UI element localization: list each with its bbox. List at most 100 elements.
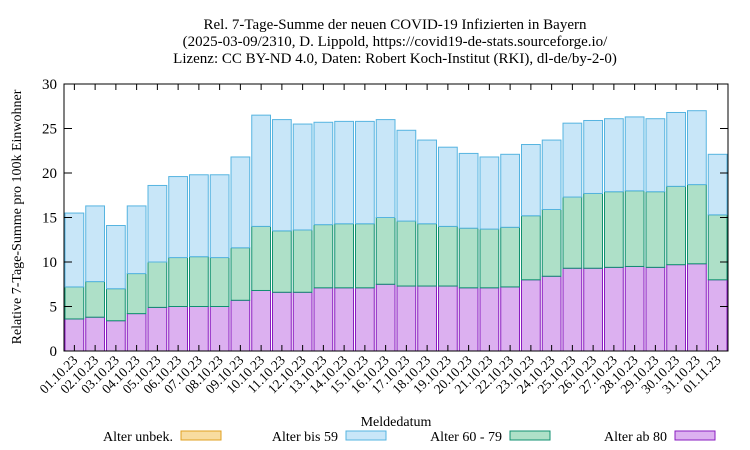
bar-segment: [375, 283, 396, 352]
bar-segment: [85, 205, 105, 283]
bar-segment: [85, 281, 105, 318]
bar-segment: [189, 174, 209, 258]
bar-segment: [541, 275, 562, 352]
bar-segment: [272, 291, 292, 352]
legend-label: Alter ab 80: [604, 430, 667, 445]
title-line-3: Lizenz: CC BY-ND 4.0, Daten: Robert Koch…: [173, 51, 617, 67]
legend-label: Alter 60 - 79: [430, 430, 502, 445]
title-line-1: Rel. 7-Tage-Summe der neuen COVID-19 Inf…: [204, 17, 587, 33]
y-axis-label: Relative 7-Tage-Summe pro 100k Einwohner: [10, 89, 25, 344]
bar-segment: [355, 120, 375, 225]
bar-segment: [417, 285, 437, 352]
bar-segment: [64, 286, 85, 320]
bar-segment: [521, 279, 541, 352]
bar-segment: [541, 139, 562, 210]
legend-label: Alter bis 59: [272, 430, 338, 445]
bar-segment: [624, 116, 645, 192]
bar-segment: [624, 265, 645, 352]
bar-segment: [313, 121, 334, 226]
bar-segment: [334, 120, 354, 225]
bar-segment: [396, 285, 417, 352]
bar-segment: [251, 225, 271, 291]
bar-segment: [334, 223, 354, 289]
bar-segment: [147, 261, 168, 308]
bar-segment: [375, 119, 396, 218]
y-tick-label: 0: [50, 344, 58, 360]
bar-segment: [147, 306, 168, 352]
bar-segment: [458, 152, 479, 229]
bar-segment: [189, 306, 209, 352]
y-tick-label: 5: [50, 300, 58, 316]
bar-segment: [583, 192, 603, 269]
bar-segment: [417, 139, 437, 225]
bar-segment: [458, 227, 479, 289]
bar-segment: [666, 264, 686, 352]
bar-segment: [438, 146, 458, 227]
bar-segment: [189, 256, 209, 308]
bar-segment: [500, 226, 520, 288]
bar-segment: [707, 214, 728, 281]
legend-swatch: [180, 430, 222, 441]
x-axis-label: Meldedatum: [361, 415, 432, 430]
bar-segment: [707, 153, 728, 216]
bar-segment: [417, 223, 437, 287]
bar-segment: [292, 291, 313, 352]
bar-segment: [438, 285, 458, 352]
bar-segment: [251, 114, 271, 227]
bar-segment: [479, 287, 500, 352]
bar-segment: [396, 220, 417, 287]
y-tick-label: 20: [42, 166, 57, 182]
bar-segment: [168, 306, 188, 352]
bar-segment: [168, 257, 188, 307]
bar-segment: [707, 279, 728, 352]
y-axis: 0 5 10 15 20 25 30: [42, 77, 728, 360]
bar-segment: [479, 228, 500, 289]
bar-segment: [396, 129, 417, 222]
bar-segment: [64, 212, 85, 288]
bar-segment: [272, 230, 292, 293]
bar-segment: [458, 287, 479, 352]
legend-swatch: [345, 430, 387, 441]
bar-segment: [438, 225, 458, 287]
y-tick-label: 10: [42, 255, 57, 271]
chart-title: Rel. 7-Tage-Summe der neuen COVID-19 Inf…: [173, 17, 617, 67]
bar-segment: [645, 191, 666, 268]
bar-segment: [251, 289, 271, 352]
bar-segment: [500, 286, 520, 352]
bar-segment: [313, 224, 334, 289]
bar-segment: [604, 191, 624, 268]
bar-segment: [106, 288, 126, 322]
legend-label: Alter unbek.: [103, 430, 173, 445]
bar-segment: [230, 156, 251, 249]
bar-segment: [687, 184, 707, 265]
bar-segment: [355, 223, 375, 289]
bar-segment: [292, 123, 313, 231]
bar-segment: [209, 306, 230, 352]
bar-segment: [562, 267, 583, 352]
bar-segment: [230, 299, 251, 352]
bar-segment: [562, 196, 583, 269]
bar-segment: [521, 144, 541, 217]
bar-segment: [168, 176, 188, 259]
bar-segment: [209, 257, 230, 307]
bar-segment: [334, 287, 354, 352]
bar-segment: [666, 185, 686, 266]
bar-segment: [147, 184, 168, 263]
bar-segment: [230, 247, 251, 301]
bar-segment: [687, 110, 707, 186]
bar-segment: [209, 174, 230, 259]
title-line-2: (2025-03-09/2310, D. Lippold, https://co…: [183, 34, 608, 50]
bar-segment: [479, 156, 500, 230]
bar-segment: [583, 119, 603, 194]
bar-segment: [375, 217, 396, 285]
bar-segment: [292, 229, 313, 293]
bar-segment: [687, 263, 707, 352]
bar-segment: [541, 208, 562, 277]
legend: Alter unbek. Alter bis 59 Alter 60 - 79 Alt…: [103, 430, 716, 445]
bar-segment: [645, 118, 666, 193]
y-tick-label: 30: [42, 77, 57, 93]
bar-segment: [604, 266, 624, 352]
bar-segment: [562, 122, 583, 198]
y-tick-label: 15: [42, 211, 57, 227]
